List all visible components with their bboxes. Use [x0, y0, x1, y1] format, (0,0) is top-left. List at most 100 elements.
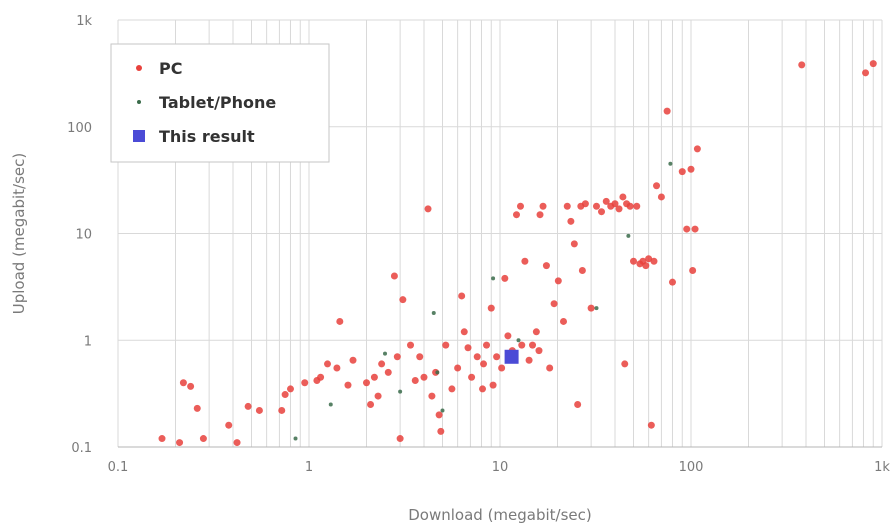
data-point[interactable] — [657, 193, 665, 201]
data-point[interactable] — [374, 392, 382, 400]
data-point[interactable] — [428, 392, 436, 400]
data-point[interactable] — [225, 421, 233, 429]
data-point[interactable] — [431, 310, 436, 315]
data-point[interactable] — [328, 402, 333, 407]
legend-item[interactable]: This result — [133, 127, 255, 146]
data-point[interactable] — [344, 381, 352, 389]
data-point[interactable] — [615, 205, 623, 213]
data-point[interactable] — [869, 60, 877, 68]
data-point[interactable] — [398, 389, 403, 394]
data-point[interactable] — [798, 61, 806, 69]
data-point[interactable] — [542, 262, 550, 270]
data-point[interactable] — [483, 341, 491, 349]
data-point[interactable] — [642, 262, 650, 270]
data-point[interactable] — [536, 211, 544, 219]
data-point[interactable] — [574, 401, 582, 409]
data-point[interactable] — [199, 435, 207, 443]
data-point[interactable] — [621, 360, 629, 368]
data-point[interactable] — [504, 332, 512, 340]
data-point[interactable] — [581, 200, 589, 208]
data-point[interactable] — [683, 225, 691, 233]
data-point[interactable] — [301, 379, 309, 387]
data-point[interactable] — [278, 406, 286, 414]
data-point[interactable] — [633, 202, 641, 210]
data-point[interactable] — [458, 292, 466, 300]
data-point[interactable] — [535, 347, 543, 355]
data-point[interactable] — [468, 373, 476, 381]
data-point[interactable] — [286, 385, 294, 393]
data-point[interactable] — [554, 277, 562, 285]
data-point[interactable] — [480, 360, 488, 368]
data-point[interactable] — [244, 402, 252, 410]
data-point[interactable] — [862, 69, 870, 77]
data-point[interactable] — [626, 233, 631, 238]
data-point[interactable] — [393, 353, 401, 361]
data-point[interactable] — [691, 225, 699, 233]
data-point[interactable] — [602, 197, 610, 205]
data-point[interactable] — [378, 360, 386, 368]
legend-item[interactable]: PC — [136, 59, 182, 78]
data-point[interactable] — [498, 364, 506, 372]
data-point[interactable] — [491, 276, 496, 281]
data-point[interactable] — [647, 421, 655, 429]
data-point[interactable] — [592, 202, 600, 210]
data-point[interactable] — [525, 356, 533, 364]
data-point[interactable] — [516, 338, 521, 343]
data-point[interactable] — [367, 401, 375, 409]
data-point[interactable] — [336, 317, 344, 325]
data-point[interactable] — [487, 304, 495, 312]
data-point[interactable] — [611, 200, 619, 208]
data-point[interactable] — [411, 376, 419, 384]
data-point[interactable] — [464, 344, 472, 352]
data-point[interactable] — [442, 341, 450, 349]
data-point[interactable] — [693, 145, 701, 153]
data-point[interactable] — [663, 107, 671, 115]
data-point[interactable] — [440, 408, 445, 413]
data-point[interactable] — [317, 373, 325, 381]
data-point[interactable] — [619, 193, 627, 201]
data-point[interactable] — [489, 381, 497, 389]
data-point[interactable] — [598, 208, 606, 216]
data-point[interactable] — [293, 436, 298, 441]
data-point[interactable] — [349, 356, 357, 364]
data-point[interactable] — [650, 257, 658, 265]
data-point[interactable] — [193, 404, 201, 412]
data-point[interactable] — [390, 272, 398, 280]
data-point[interactable] — [521, 257, 529, 265]
data-point[interactable] — [233, 439, 241, 447]
data-point[interactable] — [420, 373, 428, 381]
data-point[interactable] — [668, 278, 676, 286]
data-point[interactable] — [479, 385, 487, 393]
data-point[interactable] — [645, 255, 653, 263]
data-point[interactable] — [424, 205, 432, 213]
data-point[interactable] — [516, 202, 524, 210]
data-point[interactable] — [362, 379, 370, 387]
data-point[interactable] — [176, 439, 184, 447]
data-point[interactable] — [687, 165, 695, 173]
data-point[interactable] — [653, 182, 661, 190]
data-point[interactable] — [416, 353, 424, 361]
data-point[interactable] — [594, 306, 599, 311]
data-point[interactable] — [626, 202, 634, 210]
data-point[interactable] — [460, 328, 468, 336]
data-point[interactable] — [473, 353, 481, 361]
data-point[interactable] — [550, 300, 558, 308]
data-point[interactable] — [567, 217, 575, 225]
data-point[interactable] — [370, 373, 378, 381]
data-point[interactable] — [563, 202, 571, 210]
data-point[interactable] — [454, 364, 462, 372]
legend[interactable]: PC Tablet/Phone This result — [110, 43, 330, 163]
data-point[interactable] — [383, 351, 388, 356]
data-point[interactable] — [668, 161, 673, 166]
data-point[interactable] — [689, 267, 697, 275]
data-point[interactable] — [396, 435, 404, 443]
data-point[interactable] — [578, 267, 586, 275]
data-point[interactable] — [281, 391, 289, 399]
data-point[interactable] — [678, 168, 686, 176]
data-point[interactable] — [559, 317, 567, 325]
data-point[interactable] — [630, 257, 638, 265]
legend-item[interactable]: Tablet/Phone — [137, 93, 276, 112]
data-point[interactable] — [448, 385, 456, 393]
data-point[interactable] — [532, 328, 540, 336]
data-point[interactable] — [187, 382, 195, 390]
